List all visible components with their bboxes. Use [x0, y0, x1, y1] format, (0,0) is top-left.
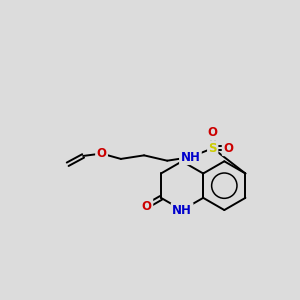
Text: O: O: [208, 126, 218, 139]
Text: O: O: [97, 147, 106, 160]
Text: O: O: [142, 200, 152, 212]
Text: NH: NH: [172, 203, 192, 217]
Text: O: O: [223, 142, 233, 155]
Text: NH: NH: [181, 151, 200, 164]
Text: S: S: [208, 142, 217, 155]
